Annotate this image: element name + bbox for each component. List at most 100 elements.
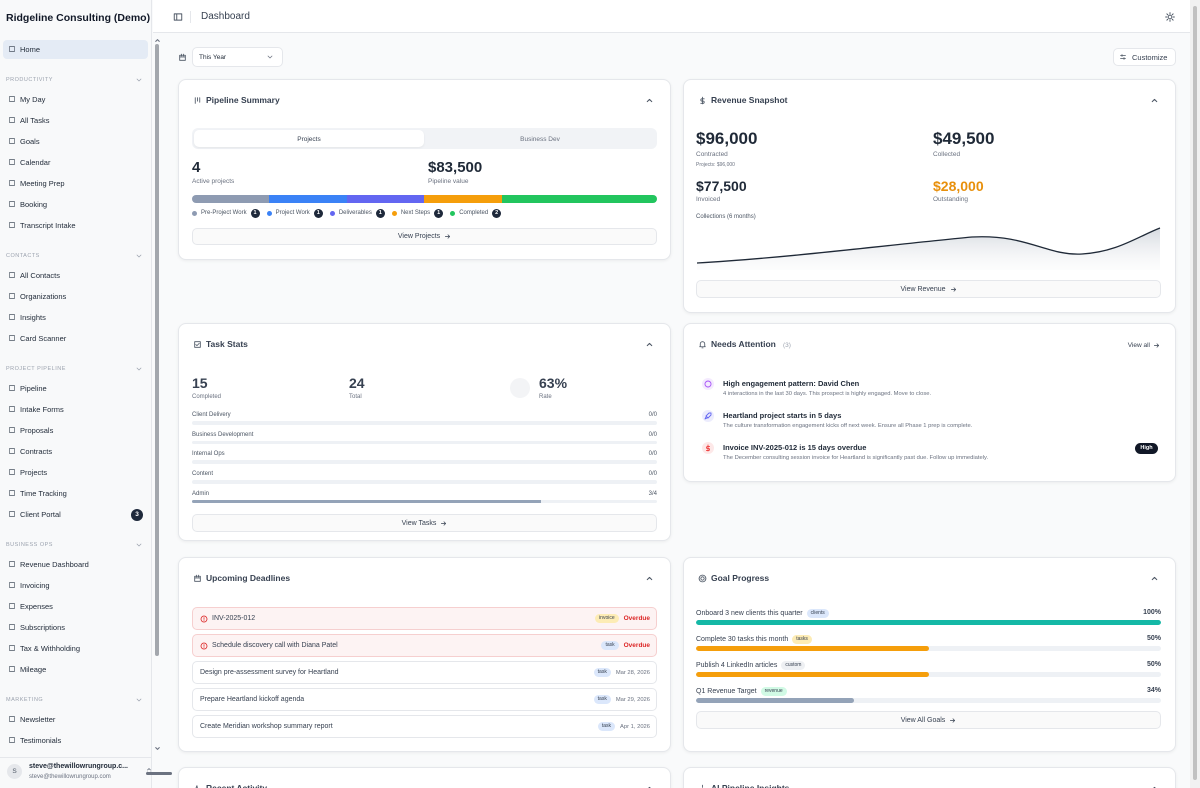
arrow-icon — [950, 286, 957, 293]
arrow-icon — [440, 520, 447, 527]
nav-item[interactable]: Proposals — [20, 425, 53, 436]
nav-icon — [8, 384, 16, 392]
nav-item[interactable]: Goals — [20, 136, 40, 147]
avatar: S — [7, 764, 22, 779]
nav-item[interactable]: Home — [20, 44, 40, 55]
category-progress: 0/0 — [357, 431, 657, 439]
nav-item[interactable]: Organizations — [20, 291, 66, 302]
section-chevron — [135, 365, 143, 373]
nav-section: PROJECT PIPELINE — [6, 365, 66, 373]
nav-icon — [8, 179, 16, 187]
card-title: Task Stats — [206, 338, 248, 350]
collections-sparkline — [697, 222, 1161, 270]
stat-label: Completed — [192, 393, 221, 401]
metric-value: $96,000 — [696, 127, 757, 151]
nav-item[interactable]: Intake Forms — [20, 404, 64, 415]
deadline-due: Apr 1, 2026 — [620, 724, 650, 730]
category-progress: 0/0 — [357, 470, 657, 478]
deadline-due: Overdue — [624, 642, 650, 649]
nav-item[interactable]: Revenue Dashboard — [20, 559, 89, 570]
nav-section: MARKETING — [6, 696, 43, 704]
goal-fill — [696, 646, 929, 651]
view-all-link[interactable]: View all — [1100, 340, 1160, 350]
button-label: View Tasks — [402, 520, 437, 527]
nav-icon — [8, 581, 16, 589]
metric-label: Outstanding — [933, 195, 968, 204]
tab[interactable]: Business Dev — [390, 135, 690, 144]
brand: Ridgeline Consulting (Demo) — [6, 11, 150, 26]
nav-item[interactable]: All Tasks — [20, 115, 49, 126]
legend-dot — [392, 211, 397, 216]
deadline-meta: invoiceOverdue — [450, 607, 650, 630]
nav-badge: 3 — [131, 509, 143, 521]
view-revenue-button[interactable]: View Revenue — [696, 280, 1161, 298]
collapse-chevron — [645, 784, 654, 788]
goal-track — [696, 620, 1161, 625]
category-name: Admin — [192, 490, 209, 498]
view-all-goals-button[interactable]: View All Goals — [696, 711, 1161, 729]
collapse-chevron — [1150, 574, 1159, 583]
deadline-tag: task — [594, 695, 611, 704]
nav-icon — [8, 200, 16, 208]
nav-item[interactable]: All Contacts — [20, 270, 60, 281]
goal-track — [696, 646, 1161, 651]
legend-count: 1 — [251, 209, 260, 218]
legend-dot — [450, 211, 455, 216]
nav-item[interactable]: Client Portal — [20, 509, 61, 520]
nav-item[interactable]: Mileage — [20, 664, 46, 675]
nav-item[interactable]: Booking — [20, 199, 47, 210]
card-icon — [193, 96, 202, 105]
deadline-due: Mar 29, 2026 — [616, 697, 650, 703]
view-projects-button[interactable]: View Projects — [192, 228, 657, 245]
nav-icon — [8, 644, 16, 652]
nav-item[interactable]: Invoicing — [20, 580, 50, 591]
goal-track — [696, 698, 1161, 703]
nav-item[interactable]: Newsletter — [20, 714, 55, 725]
nav-item[interactable]: Expenses — [20, 601, 53, 612]
nav-item[interactable]: Meeting Prep — [20, 178, 65, 189]
nav-item[interactable]: Subscriptions — [20, 622, 65, 633]
overdue-icon — [200, 642, 208, 650]
goal-name: Q1 Revenue Target — [696, 688, 757, 695]
nav-item[interactable]: Insights — [20, 312, 46, 323]
card-icon — [698, 340, 707, 349]
deadline-title: Create Meridian workshop summary report — [200, 722, 333, 732]
nav-icon — [8, 221, 16, 229]
nav-section: CONTACTS — [6, 252, 40, 260]
nav-item[interactable]: Transcript Intake — [20, 220, 76, 231]
stat-value: 63% — [539, 373, 567, 393]
scroll-up — [154, 37, 161, 44]
nav-item[interactable]: Calendar — [20, 157, 50, 168]
nav-item[interactable]: My Day — [20, 94, 45, 105]
pipeline-segment — [347, 195, 424, 203]
section-chevron — [135, 252, 143, 260]
card-icon — [193, 784, 202, 788]
nav-item[interactable]: Testimonials — [20, 735, 61, 746]
nav-item[interactable]: Contracts — [20, 446, 52, 457]
nav-item[interactable]: Pipeline — [20, 383, 47, 394]
theme-toggle — [1165, 12, 1175, 22]
goal-name: Onboard 3 new clients this quarter — [696, 610, 803, 617]
legend-label: Next Steps — [401, 210, 430, 216]
view-tasks-button[interactable]: View Tasks — [192, 514, 657, 532]
arrow-icon — [1153, 342, 1160, 349]
pipeline-segment — [502, 195, 657, 203]
progress-track — [192, 500, 657, 504]
legend-count: 1 — [376, 209, 385, 218]
overdue-icon — [200, 615, 208, 623]
card-title: Goal Progress — [711, 572, 769, 584]
goal-fill — [696, 620, 1161, 625]
nav-icon — [8, 45, 16, 53]
priority-badge: High — [1135, 443, 1158, 454]
nav-item[interactable]: Card Scanner — [20, 333, 66, 344]
nav-icon — [8, 137, 16, 145]
goal-percent: 50% — [861, 660, 1161, 670]
attention-icon — [704, 380, 712, 388]
nav-item[interactable]: Projects — [20, 467, 47, 478]
attention-description: The culture transformation engagement ki… — [723, 422, 972, 430]
button-label: View Projects — [398, 233, 440, 240]
goal-percent: 50% — [861, 634, 1161, 644]
category-name: Content — [192, 470, 213, 478]
nav-item[interactable]: Time Tracking — [20, 488, 67, 499]
nav-item[interactable]: Tax & Withholding — [20, 643, 80, 654]
